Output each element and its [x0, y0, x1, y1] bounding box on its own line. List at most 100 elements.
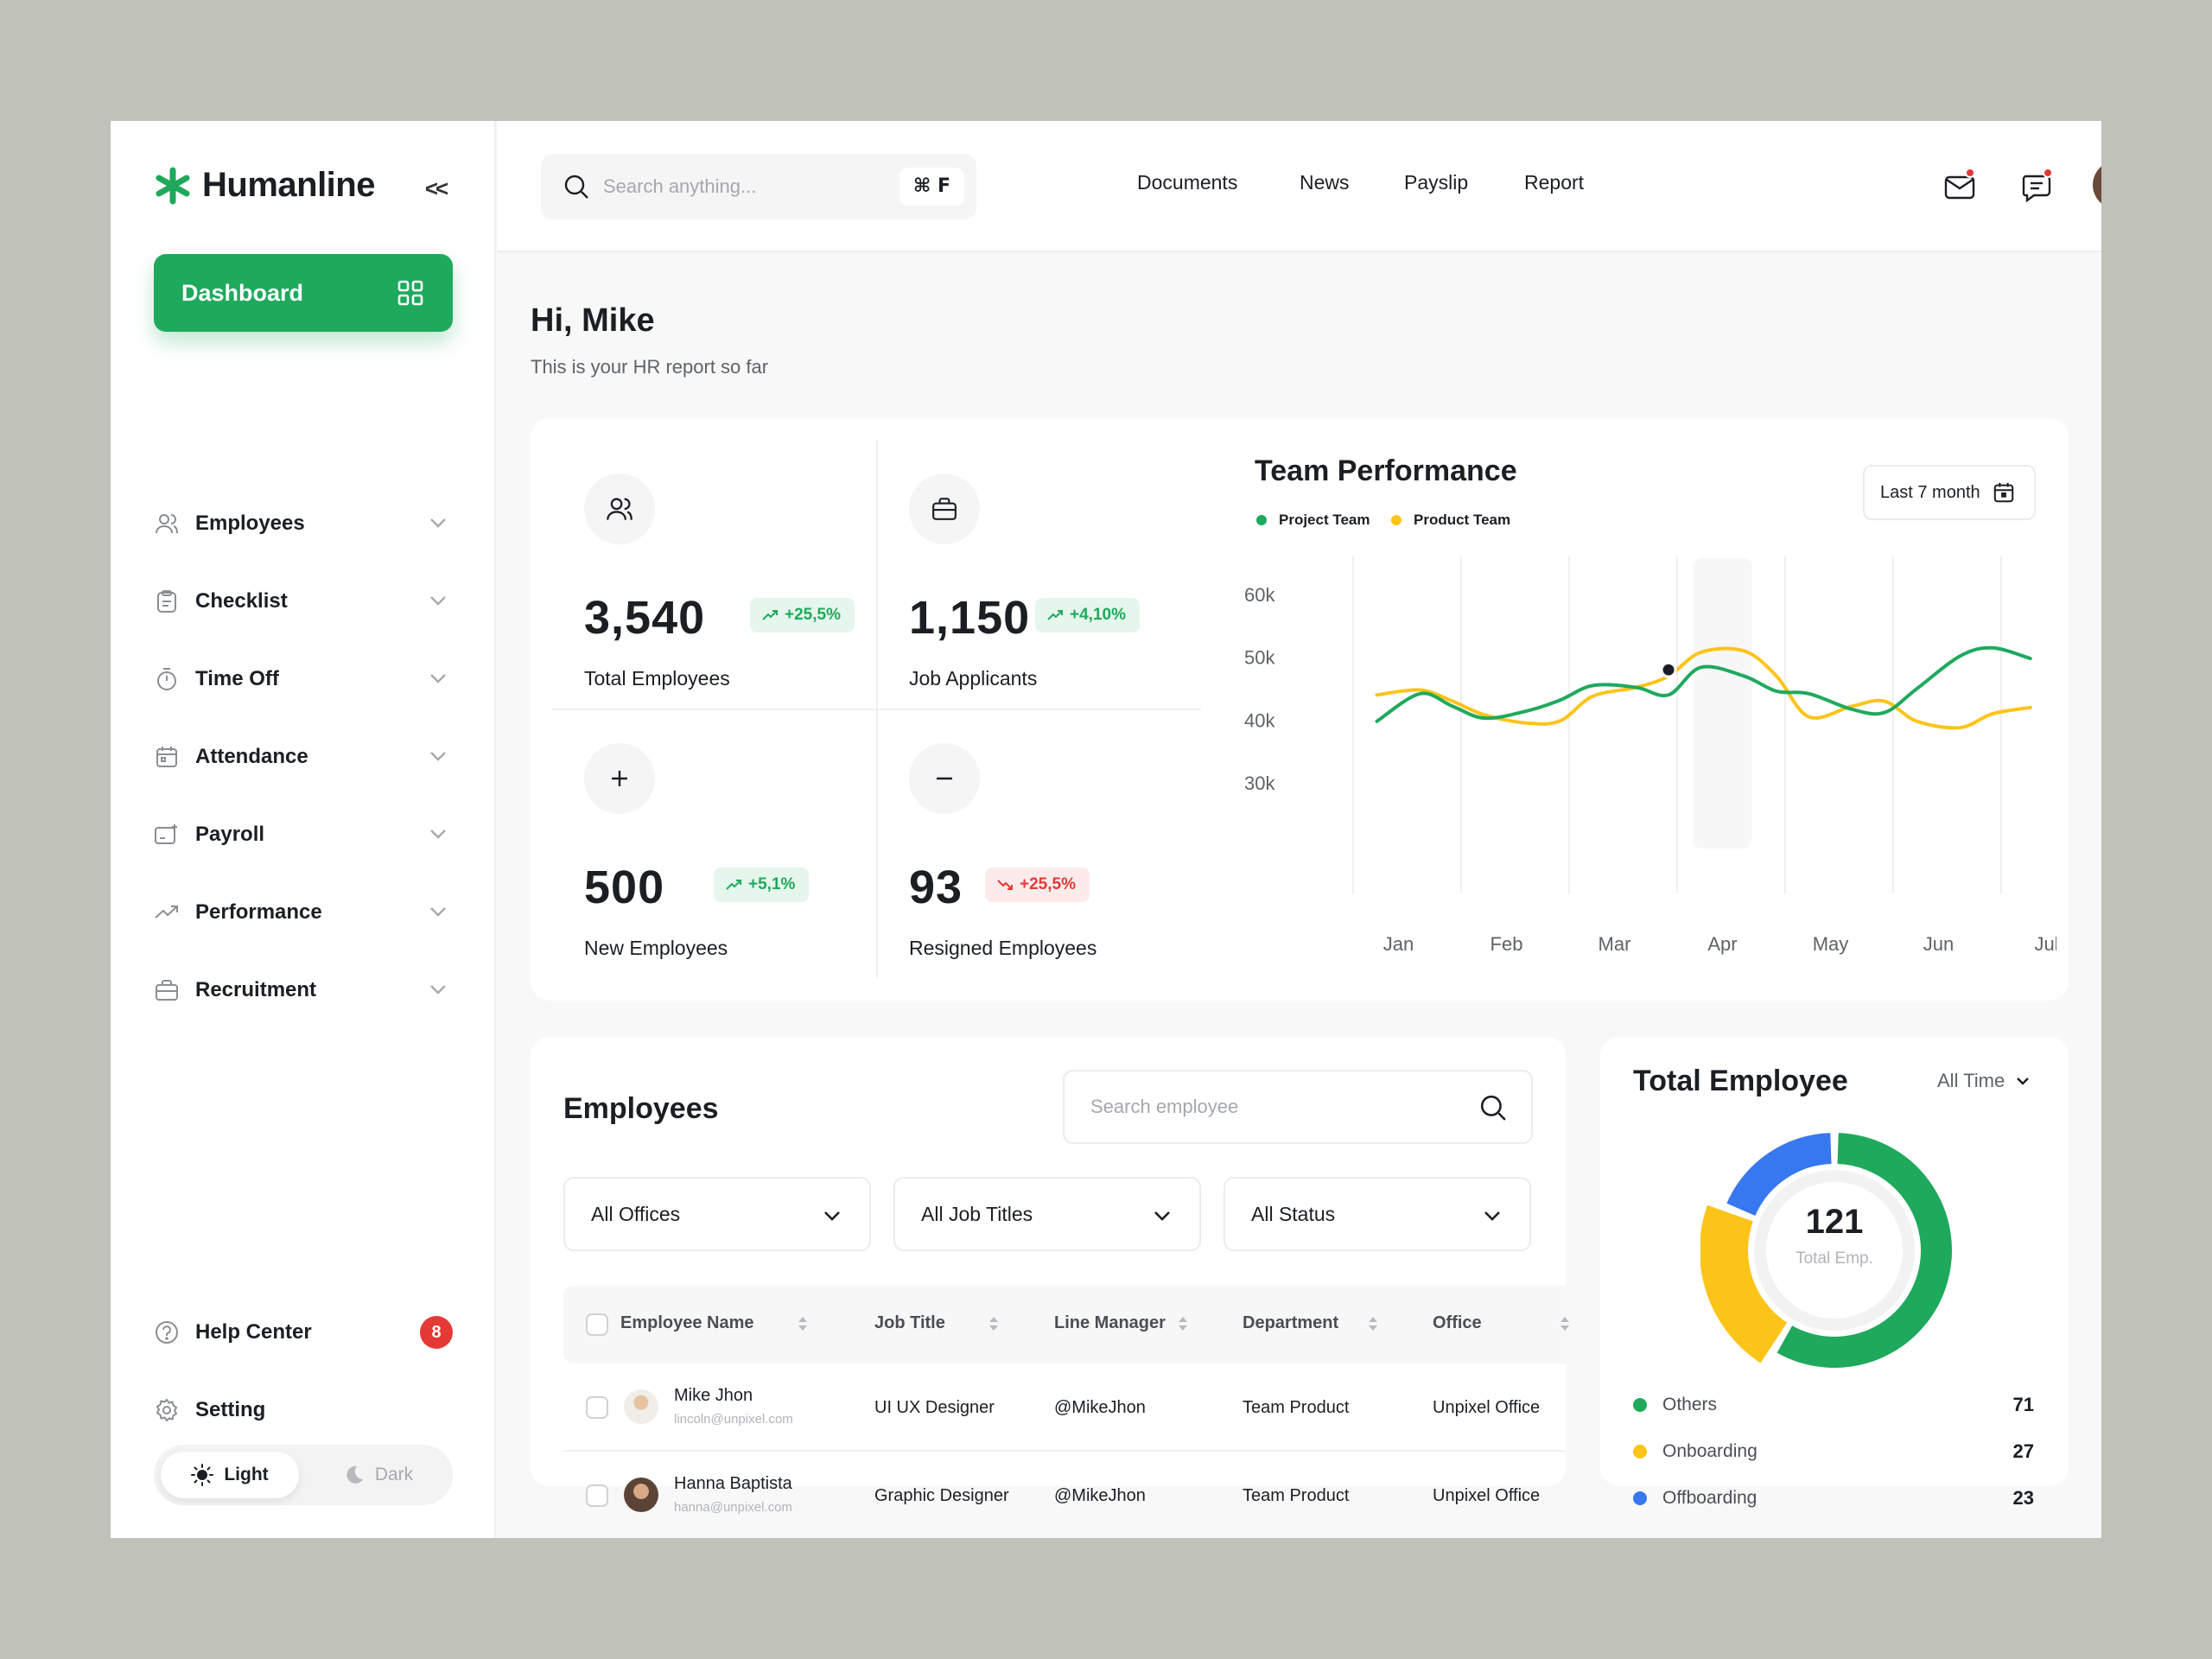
x-tick-label: Feb — [1491, 933, 1523, 955]
stopwatch-icon — [154, 666, 180, 692]
donut-segment-offboarding[interactable] — [1726, 1133, 1833, 1217]
employee-search — [1063, 1070, 1533, 1144]
employee-name: Mike Jhon — [674, 1386, 753, 1405]
series-line-project-team[interactable] — [1375, 645, 2032, 723]
sidebar: Humanline << Dashboard Employees Checkli… — [111, 121, 496, 1538]
sidebar-item-label: Payroll — [195, 823, 265, 846]
sidebar-item-checklist[interactable]: Checklist — [154, 575, 453, 627]
sidebar-item-employees[interactable]: Employees — [154, 498, 453, 550]
sort-icon — [1178, 1316, 1187, 1331]
theme-light-option[interactable]: Light — [161, 1452, 299, 1498]
donut-segment-onboarding[interactable] — [1700, 1205, 1788, 1363]
series-line-product-team[interactable] — [1375, 646, 2032, 730]
row-checkbox[interactable] — [586, 1396, 608, 1419]
chevron-down-icon[interactable] — [429, 980, 448, 999]
sidebar-item-recruitment[interactable]: Recruitment — [154, 964, 453, 1016]
job-title-cell: Graphic Designer — [874, 1486, 1009, 1505]
collapse-sidebar-button[interactable]: << — [424, 175, 448, 201]
stat-value: 93 — [909, 861, 963, 913]
y-tick-label: 30k — [1244, 772, 1275, 794]
breakdown-row-others: Others 71 — [1633, 1392, 2034, 1418]
filter-offices[interactable]: All Offices — [563, 1177, 871, 1251]
search-icon[interactable] — [1479, 1094, 1507, 1122]
column-line-manager[interactable]: Line Manager — [1054, 1313, 1188, 1333]
sidebar-item-label: Time Off — [195, 667, 279, 690]
chart-highlight-band — [1693, 558, 1752, 849]
breakdown-row-onboarding: Onboarding 27 — [1633, 1439, 2034, 1465]
donut-center-label: Total Emp. — [1796, 1249, 1873, 1268]
table-row[interactable]: Hanna Baptista hanna@unpixel.com Graphic… — [563, 1452, 1566, 1538]
column-job-title[interactable]: Job Title — [874, 1313, 999, 1333]
breakdown-value: 27 — [2012, 1440, 2034, 1462]
chevron-down-icon — [2017, 1077, 2030, 1085]
chevron-down-icon[interactable] — [429, 902, 448, 921]
period-select[interactable]: Last 7 month — [1863, 465, 2036, 520]
brand-logo[interactable]: Humanline — [154, 166, 375, 205]
filter-label: All Job Titles — [921, 1202, 1033, 1225]
legend-item-product-team[interactable]: Product Team — [1391, 512, 1510, 529]
stat-value: 1,150 — [909, 592, 1031, 644]
chevron-down-icon[interactable] — [429, 591, 448, 610]
sidebar-item-help-center[interactable]: Help Center 8 — [154, 1306, 453, 1358]
y-tick-label: 50k — [1244, 647, 1275, 669]
users-icon — [154, 511, 180, 537]
chat-icon[interactable] — [2020, 169, 2055, 204]
employee-search-input[interactable] — [1090, 1096, 1453, 1118]
chevron-down-icon[interactable] — [429, 747, 448, 766]
sidebar-item-performance[interactable]: Performance — [154, 887, 453, 938]
calendar-icon — [154, 744, 180, 770]
row-checkbox[interactable] — [586, 1484, 608, 1507]
dashboard-label: Dashboard — [181, 279, 304, 306]
filter-status[interactable]: All Status — [1224, 1177, 1531, 1251]
filter-job-titles[interactable]: All Job Titles — [893, 1177, 1201, 1251]
help-circle-icon — [154, 1319, 180, 1345]
sidebar-item-payroll[interactable]: Payroll — [154, 809, 453, 861]
chevron-down-icon — [824, 1211, 840, 1221]
sidebar-item-setting[interactable]: Setting — [154, 1384, 453, 1436]
column-office[interactable]: Office — [1433, 1313, 1570, 1333]
global-search: ⌘ F — [541, 154, 976, 219]
mail-icon[interactable] — [1942, 169, 1977, 204]
chevron-down-icon[interactable] — [429, 669, 448, 688]
nav-link-news[interactable]: News — [1300, 171, 1350, 194]
theme-dark-option[interactable]: Dark — [309, 1452, 448, 1498]
sidebar-item-time-off[interactable]: Time Off — [154, 653, 453, 705]
sidebar-item-label: Help Center — [195, 1320, 312, 1344]
chevron-down-icon[interactable] — [429, 824, 448, 843]
brand-name: Humanline — [202, 166, 375, 204]
chevron-down-icon — [1154, 1211, 1170, 1221]
chart-highlight-point[interactable] — [1660, 661, 1677, 678]
briefcase-icon — [154, 977, 180, 1003]
legend-dot — [1633, 1398, 1647, 1412]
x-tick-label: Jun — [1923, 933, 1954, 955]
time-filter-label: All Time — [1937, 1070, 2005, 1091]
donut-segment-others[interactable] — [1777, 1133, 1952, 1368]
table-row[interactable]: Mike Jhon lincoln@unpixel.com UI UX Desi… — [563, 1363, 1566, 1452]
time-filter-select[interactable]: All Time — [1937, 1070, 2031, 1092]
legend-item-project-team[interactable]: Project Team — [1256, 512, 1370, 529]
stat-change-badge: +25,5% — [750, 598, 855, 632]
x-tick-label: Apr — [1707, 933, 1737, 955]
users-icon — [584, 474, 655, 544]
nav-link-documents[interactable]: Documents — [1137, 171, 1238, 194]
sidebar-item-attendance[interactable]: Attendance — [154, 731, 453, 783]
office-cell: Unpixel Office — [1433, 1398, 1541, 1417]
nav-link-payslip[interactable]: Payslip — [1404, 171, 1469, 194]
select-all-checkbox[interactable] — [586, 1313, 608, 1336]
breakdown-value: 23 — [2012, 1487, 2034, 1509]
dashboard-button[interactable]: Dashboard — [154, 254, 453, 332]
job-title-cell: UI UX Designer — [874, 1398, 995, 1417]
global-search-input[interactable] — [603, 175, 888, 198]
user-avatar[interactable] — [2093, 161, 2101, 209]
nav-link-report[interactable]: Report — [1524, 171, 1585, 194]
sidebar-item-label: Employees — [195, 512, 305, 535]
stat-change-text: +4,10% — [1070, 606, 1126, 624]
stat-change-badge: +4,10% — [1035, 598, 1140, 632]
search-shortcut-hint: ⌘ F — [899, 168, 964, 206]
column-department[interactable]: Department — [1243, 1313, 1378, 1333]
chevron-down-icon[interactable] — [429, 513, 448, 532]
column-employee-name[interactable]: Employee Name — [620, 1313, 808, 1333]
search-icon — [564, 175, 588, 199]
donut-center-disc — [1754, 1170, 1915, 1331]
column-label: Employee Name — [620, 1313, 754, 1332]
